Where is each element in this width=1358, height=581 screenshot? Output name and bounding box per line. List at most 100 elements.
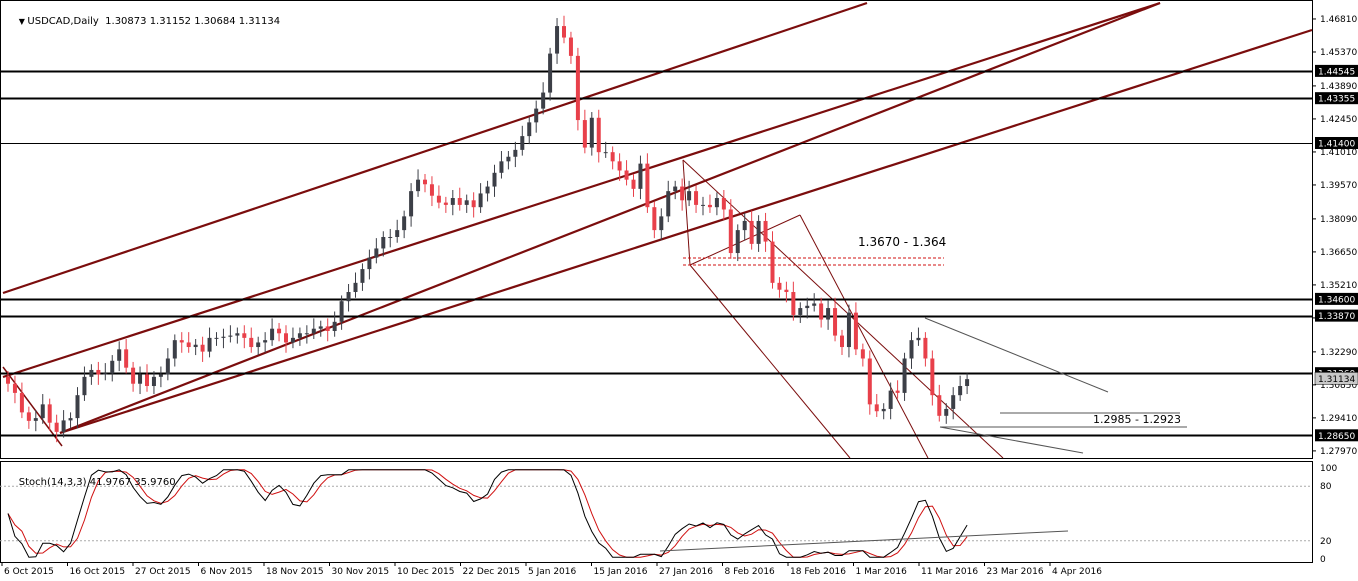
candle[interactable] <box>82 366 87 401</box>
candle[interactable] <box>819 297 824 328</box>
candle[interactable] <box>582 109 587 154</box>
candle[interactable] <box>242 325 247 349</box>
candle[interactable] <box>791 281 796 321</box>
candle[interactable] <box>96 361 101 385</box>
candle[interactable] <box>846 304 851 358</box>
candle[interactable] <box>701 196 705 216</box>
candle[interactable] <box>75 387 80 429</box>
candle[interactable] <box>833 297 838 342</box>
candle[interactable] <box>235 327 240 344</box>
candle[interactable] <box>527 116 532 145</box>
candle[interactable] <box>916 327 921 346</box>
candle[interactable] <box>332 311 337 337</box>
candle[interactable] <box>867 350 872 415</box>
candle[interactable] <box>902 352 907 401</box>
candle[interactable] <box>416 169 421 197</box>
candle[interactable] <box>763 212 768 252</box>
candle[interactable] <box>694 185 699 213</box>
candle[interactable] <box>207 327 212 358</box>
candle[interactable] <box>860 343 865 367</box>
candle[interactable] <box>777 277 782 298</box>
candle[interactable] <box>680 178 685 211</box>
candle[interactable] <box>784 281 789 303</box>
candle[interactable] <box>249 327 254 353</box>
candle[interactable] <box>958 375 963 401</box>
candle[interactable] <box>318 320 323 337</box>
candle[interactable] <box>555 18 560 64</box>
candle[interactable] <box>186 332 191 353</box>
candle[interactable] <box>54 414 59 443</box>
candle[interactable] <box>603 141 608 158</box>
candle[interactable] <box>492 164 497 197</box>
candle[interactable] <box>19 382 24 419</box>
candle[interactable] <box>951 387 956 420</box>
candle[interactable] <box>742 212 747 241</box>
candle[interactable] <box>798 302 803 323</box>
candle[interactable] <box>659 208 664 241</box>
candle[interactable] <box>735 224 740 262</box>
candle[interactable] <box>513 141 518 168</box>
candle[interactable] <box>874 394 879 417</box>
candle[interactable] <box>214 332 219 346</box>
candle[interactable] <box>443 196 448 213</box>
candle[interactable] <box>172 334 177 367</box>
candle[interactable] <box>548 47 553 101</box>
candle[interactable] <box>638 155 643 200</box>
candle[interactable] <box>575 47 580 131</box>
candle[interactable] <box>131 361 136 392</box>
candle[interactable] <box>367 249 372 280</box>
candle[interactable] <box>645 153 650 213</box>
candle[interactable] <box>714 192 719 216</box>
candle[interactable] <box>297 327 302 346</box>
candle[interactable] <box>728 199 733 259</box>
candle[interactable] <box>423 173 427 193</box>
candle[interactable] <box>228 325 233 343</box>
candle[interactable] <box>520 125 525 156</box>
candle[interactable] <box>652 201 657 239</box>
candle[interactable] <box>256 336 261 356</box>
candle[interactable] <box>436 185 441 209</box>
candle[interactable] <box>381 231 386 257</box>
candle[interactable] <box>360 263 365 291</box>
candle[interactable] <box>165 348 170 381</box>
candle[interactable] <box>158 366 163 388</box>
candle[interactable] <box>617 153 622 181</box>
candle[interactable] <box>402 210 407 239</box>
candle[interactable] <box>103 363 108 381</box>
candle[interactable] <box>666 180 671 223</box>
candle[interactable] <box>631 173 636 197</box>
candle[interactable] <box>145 364 149 392</box>
candle[interactable] <box>40 394 45 424</box>
candle[interactable] <box>339 295 344 330</box>
candle[interactable] <box>110 355 115 382</box>
candle[interactable] <box>853 302 858 356</box>
candle[interactable] <box>346 283 351 312</box>
candle[interactable] <box>270 318 275 346</box>
candle[interactable] <box>409 183 414 227</box>
candle[interactable] <box>450 189 455 216</box>
candle[interactable] <box>464 194 469 213</box>
candle[interactable] <box>568 31 573 64</box>
candle[interactable] <box>923 332 928 367</box>
candle[interactable] <box>200 336 205 362</box>
candle[interactable] <box>930 350 935 406</box>
candle[interactable] <box>47 398 52 431</box>
candle[interactable] <box>534 100 539 133</box>
candle[interactable] <box>395 219 400 243</box>
candle[interactable] <box>117 341 122 372</box>
candle[interactable] <box>325 318 330 342</box>
candle[interactable] <box>471 192 476 218</box>
candle[interactable] <box>624 160 629 186</box>
candle[interactable] <box>485 180 490 202</box>
candle[interactable] <box>6 371 10 392</box>
candle[interactable] <box>89 364 94 385</box>
candle[interactable] <box>151 371 156 395</box>
candle[interactable] <box>687 180 692 207</box>
candle[interactable] <box>304 325 309 344</box>
candle[interactable] <box>429 176 434 207</box>
candle[interactable] <box>193 339 198 356</box>
candle[interactable] <box>290 327 295 349</box>
candle[interactable] <box>562 15 566 44</box>
candle[interactable] <box>937 384 942 422</box>
